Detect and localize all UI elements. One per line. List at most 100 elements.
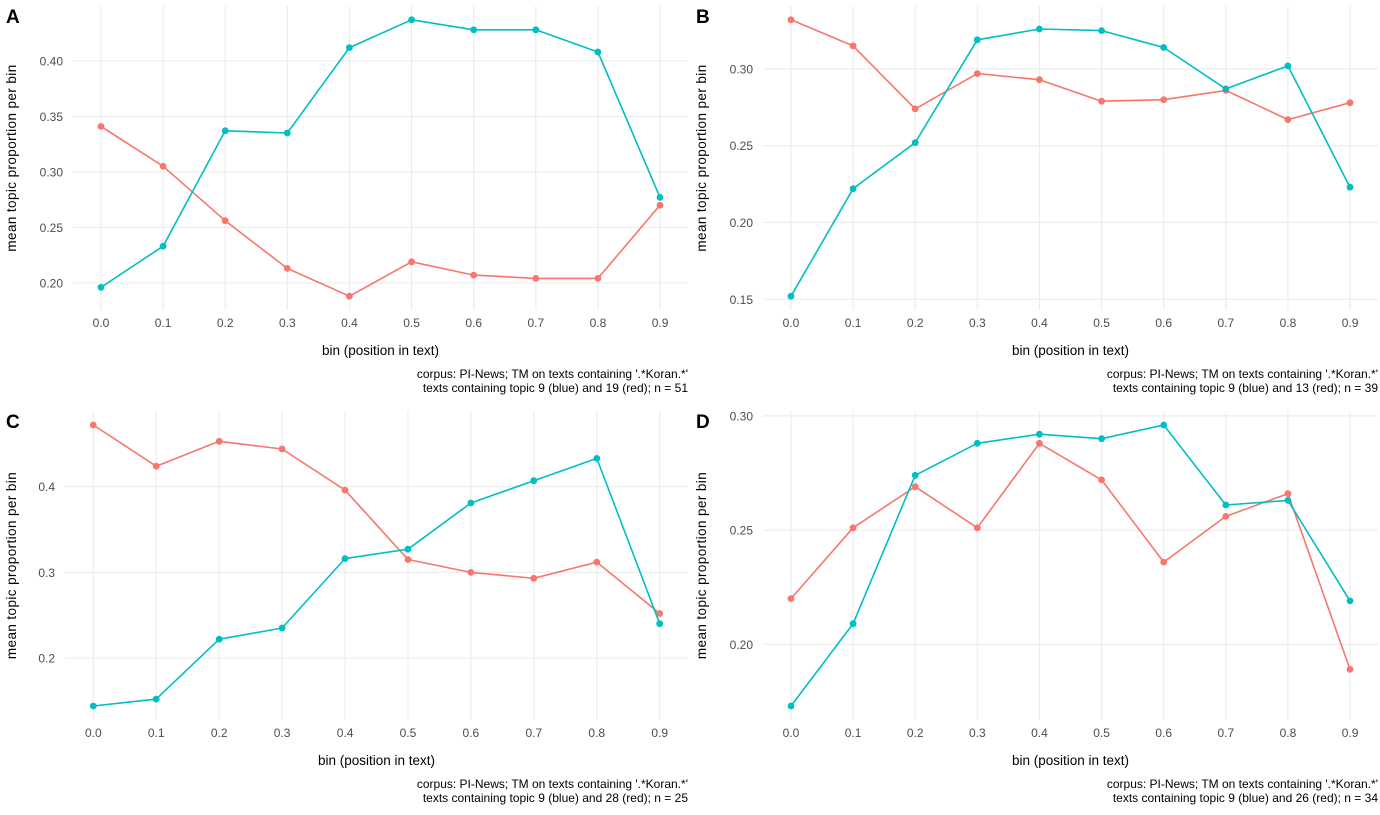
series-line bbox=[92, 424, 661, 615]
x-tick-label: 0.7 bbox=[1217, 316, 1234, 330]
panel-c-chart: 0.2 0.3 0.4 0.0 0.1 0.2 0.3 0.4 0.5 0.6 0.7 0.8 0.9 m… bbox=[0, 405, 690, 815]
x-tick-label: 0.9 bbox=[652, 316, 669, 330]
data-point bbox=[656, 194, 664, 201]
x-tick-label: 0.8 bbox=[588, 726, 605, 740]
data-point bbox=[787, 702, 795, 710]
data-point bbox=[532, 275, 540, 282]
y-axis-title: mean topic proportion per bin bbox=[4, 472, 19, 659]
panel-background bbox=[690, 0, 1380, 405]
x-tick-label: 0.1 bbox=[155, 316, 172, 330]
x-tick-label: 0.0 bbox=[85, 726, 102, 740]
data-point bbox=[89, 421, 97, 429]
data-point bbox=[404, 556, 412, 563]
y-tick-label: 0.2 bbox=[38, 651, 55, 665]
data-point bbox=[530, 574, 538, 582]
data-point bbox=[849, 185, 857, 193]
x-tick-label: 0.8 bbox=[590, 316, 607, 330]
caption-line-2: texts containing topic 9 (blue) and 13 (… bbox=[1113, 381, 1378, 395]
series-line bbox=[790, 19, 1351, 121]
caption-line-1: corpus: PI-News; TM on texts containing … bbox=[417, 367, 688, 381]
x-tick-label: 0.0 bbox=[783, 726, 800, 740]
y-tick-label: 0.30 bbox=[730, 409, 754, 423]
data-point bbox=[1036, 76, 1043, 84]
data-point bbox=[656, 201, 664, 209]
data-point bbox=[152, 462, 160, 470]
y-tick-label: 0.30 bbox=[40, 165, 64, 179]
y-axis-title: mean topic proportion per bin bbox=[694, 472, 709, 659]
data-point bbox=[278, 624, 286, 632]
x-tick-label: 0.2 bbox=[217, 316, 234, 330]
x-tick-label: 0.1 bbox=[148, 726, 165, 740]
data-point bbox=[152, 695, 160, 703]
data-point bbox=[221, 217, 229, 225]
data-point bbox=[532, 26, 540, 34]
data-point bbox=[1222, 513, 1230, 520]
series-line bbox=[100, 125, 661, 298]
panel-c: 0.2 0.3 0.4 0.0 0.1 0.2 0.3 0.4 0.5 0.6 0.7 0.8 0.9 m… bbox=[0, 405, 690, 815]
x-tick-label: 0.5 bbox=[403, 316, 420, 330]
caption-line-1: corpus: PI-News; TM on texts containing … bbox=[417, 777, 688, 791]
data-point bbox=[1036, 25, 1043, 33]
panel-background bbox=[0, 0, 690, 405]
data-point bbox=[849, 620, 857, 628]
data-point bbox=[1346, 597, 1354, 605]
data-point bbox=[787, 16, 795, 24]
panel-b: 0.15 0.20 0.25 0.30 0.0 0.1 0.2 0.3 0.4 0.5 0.6 0.7… bbox=[690, 0, 1380, 405]
data-point bbox=[278, 445, 286, 453]
x-tick-label: 0.8 bbox=[1280, 726, 1297, 740]
y-tick-label: 0.25 bbox=[730, 139, 754, 153]
panel-d-chart: 0.20 0.25 0.30 0.0 0.1 0.2 0.3 0.4 0.5 0.6 0.7 0.8 0… bbox=[690, 405, 1380, 815]
y-tick-label: 0.20 bbox=[40, 276, 64, 290]
y-axis-title: mean topic proportion per bin bbox=[694, 64, 709, 251]
panel-background bbox=[690, 405, 1380, 815]
data-point bbox=[911, 471, 919, 479]
data-point bbox=[341, 486, 349, 494]
data-point bbox=[787, 292, 795, 300]
data-point bbox=[849, 524, 857, 532]
y-axis-title: mean topic proportion per bin bbox=[4, 64, 19, 251]
data-point bbox=[911, 105, 919, 113]
gridlines bbox=[65, 411, 688, 720]
x-axis-title: bin (position in text) bbox=[1012, 343, 1129, 358]
x-tick-label: 0.3 bbox=[969, 316, 986, 330]
series-line bbox=[790, 442, 1351, 670]
data-point bbox=[1098, 476, 1105, 484]
data-point bbox=[1346, 666, 1354, 673]
data-point bbox=[973, 439, 981, 447]
caption-line-1: corpus: PI-News; TM on texts containing … bbox=[1107, 777, 1378, 791]
x-tick-label: 0.4 bbox=[337, 726, 354, 740]
data-point bbox=[973, 70, 981, 77]
x-tick-label: 0.2 bbox=[907, 316, 924, 330]
data-point bbox=[408, 16, 415, 24]
caption-line-1: corpus: PI-News; TM on texts containing … bbox=[1107, 367, 1378, 381]
x-tick-label: 0.3 bbox=[279, 316, 296, 330]
x-tick-label: 0.5 bbox=[1093, 726, 1110, 740]
x-tick-label: 0.5 bbox=[400, 726, 417, 740]
data-point bbox=[1346, 99, 1354, 107]
x-tick-label: 0.9 bbox=[1342, 726, 1359, 740]
series-topic-9-blue- bbox=[97, 16, 664, 291]
data-point bbox=[159, 242, 167, 250]
data-point bbox=[408, 258, 415, 266]
data-point bbox=[1346, 183, 1354, 191]
series-line bbox=[100, 18, 661, 288]
data-point bbox=[97, 123, 105, 130]
data-point bbox=[593, 455, 601, 462]
x-axis-title: bin (position in text) bbox=[322, 343, 439, 358]
x-tick-label: 0.6 bbox=[465, 316, 482, 330]
data-point bbox=[594, 275, 602, 282]
x-tick-label: 0.8 bbox=[1280, 316, 1297, 330]
data-point bbox=[159, 162, 167, 170]
data-point bbox=[656, 620, 664, 628]
data-point bbox=[283, 129, 291, 137]
panel-d: 0.20 0.25 0.30 0.0 0.1 0.2 0.3 0.4 0.5 0.6 0.7 0.8 0… bbox=[690, 405, 1380, 815]
data-point bbox=[89, 702, 97, 710]
y-tick-label: 0.20 bbox=[730, 638, 754, 652]
data-point bbox=[1098, 97, 1105, 105]
data-point bbox=[215, 437, 223, 445]
data-point bbox=[593, 558, 601, 566]
panel-b-chart: 0.15 0.20 0.25 0.30 0.0 0.1 0.2 0.3 0.4 0.5 0.6 0.7… bbox=[690, 0, 1380, 405]
y-tick-label: 0.30 bbox=[730, 62, 754, 76]
y-tick-label: 0.40 bbox=[40, 54, 64, 68]
